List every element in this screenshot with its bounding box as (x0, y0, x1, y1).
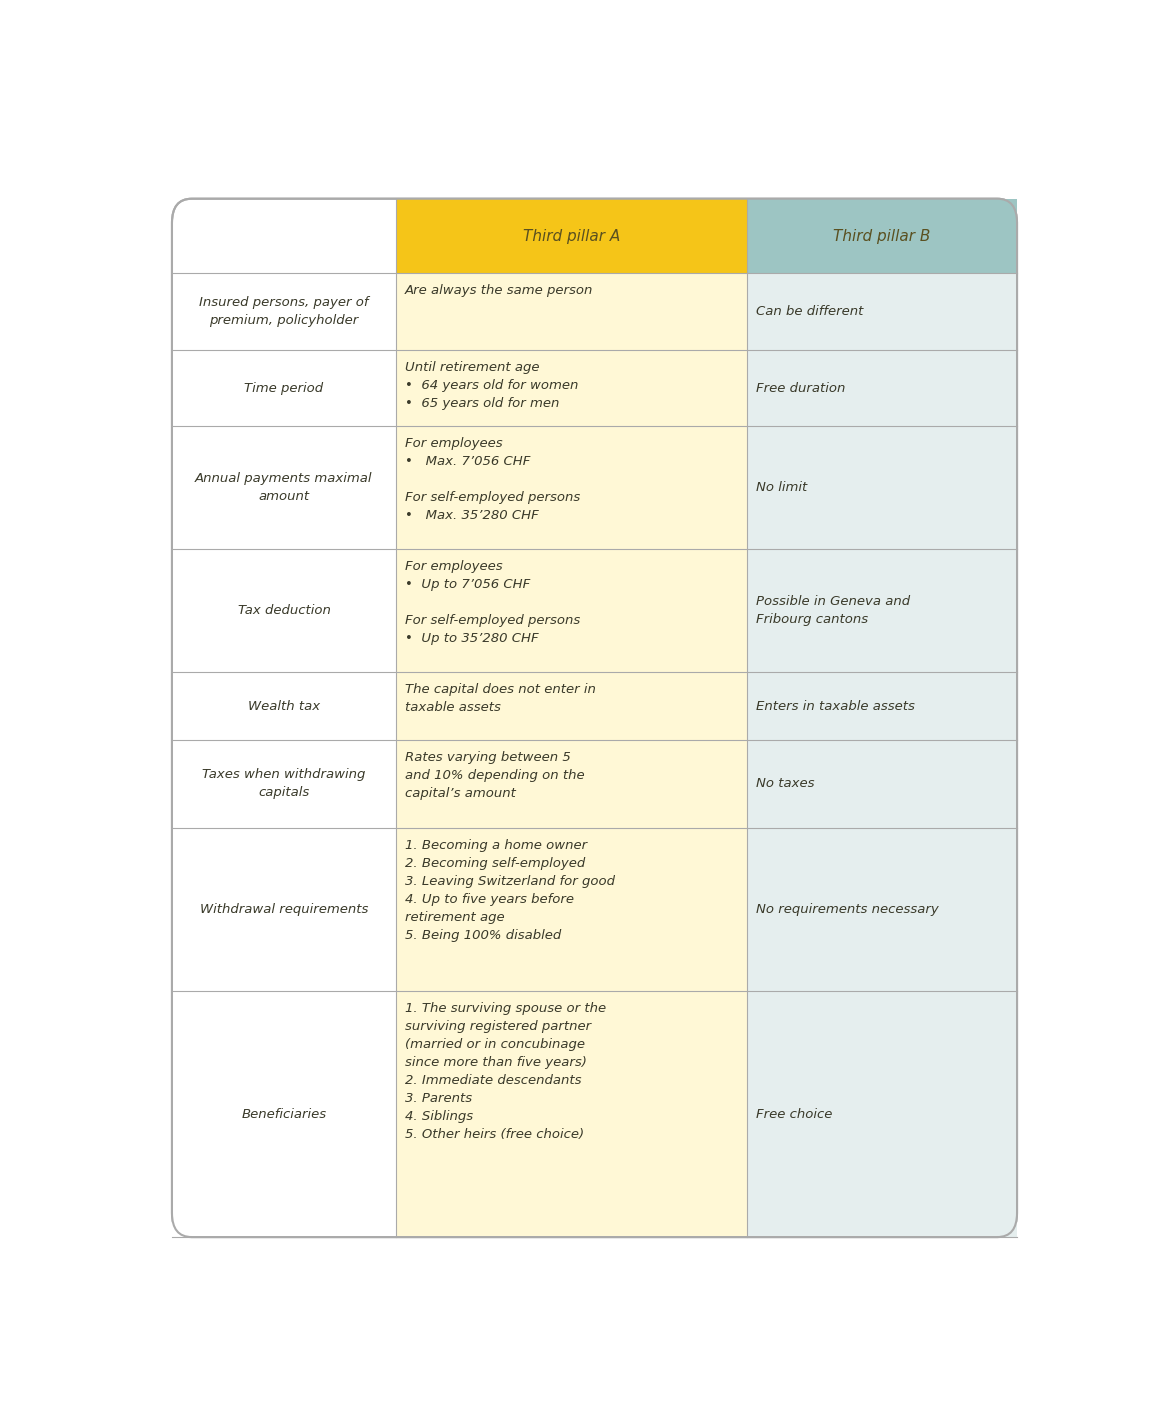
Text: Tax deduction: Tax deduction (238, 604, 331, 616)
Polygon shape (172, 741, 396, 828)
Text: Are always the same person: Are always the same person (405, 284, 593, 297)
Polygon shape (172, 549, 396, 672)
Polygon shape (747, 198, 1017, 274)
Polygon shape (747, 992, 1017, 1237)
Polygon shape (172, 350, 396, 427)
Text: Third pillar B: Third pillar B (833, 228, 930, 244)
Polygon shape (396, 198, 747, 274)
Polygon shape (172, 274, 396, 350)
Polygon shape (747, 549, 1017, 672)
Text: Beneficiaries: Beneficiaries (241, 1107, 326, 1120)
Text: Taxes when withdrawing
capitals: Taxes when withdrawing capitals (202, 768, 365, 799)
Text: For employees
•  Up to 7’056 CHF

For self-employed persons
•  Up to 35’280 CHF: For employees • Up to 7’056 CHF For self… (405, 561, 580, 645)
Polygon shape (747, 672, 1017, 741)
Polygon shape (747, 427, 1017, 549)
Text: No taxes: No taxes (755, 778, 814, 791)
Text: Possible in Geneva and
Fribourg cantons: Possible in Geneva and Fribourg cantons (755, 595, 909, 626)
Polygon shape (172, 672, 396, 741)
Text: Time period: Time period (245, 381, 324, 395)
Text: Insured persons, payer of
premium, policyholder: Insured persons, payer of premium, polic… (200, 297, 369, 327)
Polygon shape (396, 274, 747, 350)
Text: Enters in taxable assets: Enters in taxable assets (755, 699, 914, 712)
Polygon shape (172, 828, 396, 992)
Text: Until retirement age
•  64 years old for women
•  65 years old for men: Until retirement age • 64 years old for … (405, 361, 579, 410)
Text: 1. The surviving spouse or the
surviving registered partner
(married or in concu: 1. The surviving spouse or the surviving… (405, 1002, 606, 1142)
Polygon shape (396, 828, 747, 992)
Polygon shape (396, 427, 747, 549)
Polygon shape (747, 741, 1017, 828)
Text: Wealth tax: Wealth tax (248, 699, 320, 712)
Text: For employees
•   Max. 7’056 CHF

For self-employed persons
•   Max. 35’280 CHF: For employees • Max. 7’056 CHF For self-… (405, 437, 580, 522)
Text: Free choice: Free choice (755, 1107, 832, 1120)
Polygon shape (172, 427, 396, 549)
Polygon shape (396, 741, 747, 828)
Text: Third pillar A: Third pillar A (523, 228, 619, 244)
Text: Free duration: Free duration (755, 381, 844, 395)
Text: Can be different: Can be different (755, 305, 863, 318)
Polygon shape (396, 672, 747, 741)
Polygon shape (396, 992, 747, 1237)
FancyBboxPatch shape (172, 198, 1017, 1237)
Polygon shape (747, 828, 1017, 992)
Polygon shape (747, 350, 1017, 427)
Text: Withdrawal requirements: Withdrawal requirements (200, 903, 368, 916)
Polygon shape (396, 549, 747, 672)
Text: Annual payments maximal
amount: Annual payments maximal amount (195, 472, 372, 504)
Text: No limit: No limit (755, 481, 807, 494)
Polygon shape (172, 992, 396, 1237)
Polygon shape (396, 350, 747, 427)
Text: Rates varying between 5
and 10% depending on the
capital’s amount: Rates varying between 5 and 10% dependin… (405, 751, 585, 801)
Text: 1. Becoming a home owner
2. Becoming self-employed
3. Leaving Switzerland for go: 1. Becoming a home owner 2. Becoming sel… (405, 839, 615, 942)
Polygon shape (747, 274, 1017, 350)
Text: No requirements necessary: No requirements necessary (755, 903, 938, 916)
Text: The capital does not enter in
taxable assets: The capital does not enter in taxable as… (405, 684, 596, 714)
